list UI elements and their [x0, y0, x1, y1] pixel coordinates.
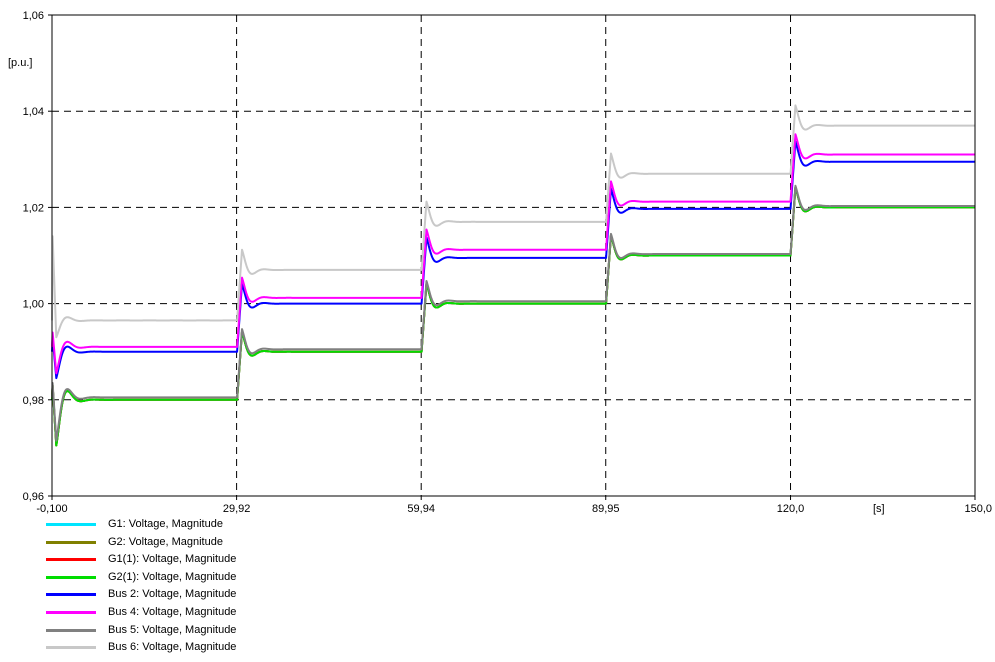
y-axis-label: [p.u.] — [8, 57, 32, 69]
x-axis-ticks: -0,100 29,92 59,94 89,95 120,0 150,0 — [36, 496, 992, 515]
series-line-3 — [51, 186, 976, 447]
x-axis-label: [s] — [873, 503, 885, 515]
series-line-0 — [51, 186, 976, 447]
y-tick-label: 0,96 — [23, 491, 44, 503]
legend-label: G1: Voltage, Magnitude — [108, 518, 223, 530]
series-line-5 — [51, 133, 976, 375]
legend-swatch — [46, 646, 96, 650]
series-line-1 — [51, 186, 976, 447]
series-line-4 — [51, 140, 976, 380]
legend-swatch — [46, 558, 96, 562]
plot-frame — [51, 14, 976, 497]
y-tick-label: 1,06 — [23, 10, 44, 22]
x-tick-label: 120,0 — [777, 503, 805, 515]
x-tick-label: 59,94 — [407, 503, 435, 515]
x-tick-label: 89,95 — [592, 503, 620, 515]
y-tick-label: 1,02 — [23, 202, 44, 214]
y-axis-ticks: 0,96 0,98 1,00 1,02 1,04 1,06 — [23, 10, 52, 503]
x-tick-label: 150,0 — [964, 503, 992, 515]
legend-swatch — [46, 575, 96, 579]
x-tick-label: -0,100 — [36, 503, 67, 515]
grid — [52, 15, 975, 496]
legend-label: Bus 5: Voltage, Magnitude — [108, 623, 237, 636]
legend-swatch — [46, 593, 96, 597]
series-lines — [51, 104, 976, 447]
legend-swatch — [46, 540, 96, 544]
legend-label: G1(1): Voltage, Magnitude — [108, 553, 237, 566]
legend-label: Bus 4: Voltage, Magnitude — [108, 605, 237, 618]
x-tick-label: 29,92 — [223, 503, 251, 515]
legend-label: Bus 2: Voltage, Magnitude — [108, 588, 237, 601]
y-tick-label: 0,98 — [23, 395, 44, 407]
series-line-2 — [51, 186, 976, 447]
legend-swatch — [46, 628, 96, 632]
series-line-7 — [51, 104, 976, 339]
legend-swatch — [46, 610, 96, 614]
series-line-6 — [51, 184, 976, 442]
legend-label: G2: Voltage, Magnitude — [108, 535, 223, 548]
legend-label: Bus 6: Voltage, Magnitude — [108, 641, 237, 654]
legend-label: G2(1): Voltage, Magnitude — [108, 570, 237, 583]
legend-swatch — [46, 523, 96, 526]
y-tick-label: 1,00 — [23, 299, 44, 311]
y-tick-label: 1,04 — [23, 106, 44, 118]
